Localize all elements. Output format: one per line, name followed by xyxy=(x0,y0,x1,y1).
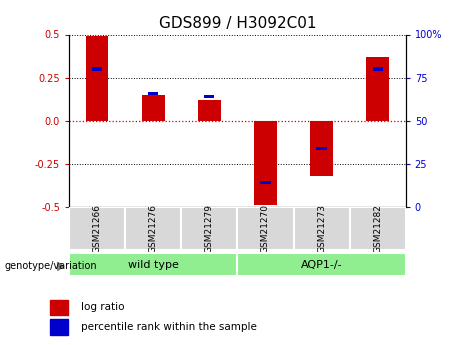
Bar xyxy=(260,181,271,184)
Bar xyxy=(237,207,294,250)
Bar xyxy=(198,100,220,121)
Text: GSM21270: GSM21270 xyxy=(261,204,270,253)
Bar xyxy=(366,57,389,121)
Bar xyxy=(92,68,102,71)
Bar xyxy=(86,36,108,121)
Polygon shape xyxy=(58,262,64,270)
Text: log ratio: log ratio xyxy=(81,303,125,313)
Bar xyxy=(50,299,68,315)
Bar xyxy=(181,207,237,250)
Text: GSM21282: GSM21282 xyxy=(373,204,382,253)
Text: GSM21279: GSM21279 xyxy=(205,204,214,253)
Bar xyxy=(125,207,181,250)
Bar xyxy=(317,147,326,150)
Bar xyxy=(310,121,333,176)
Text: GSM21273: GSM21273 xyxy=(317,204,326,253)
Bar xyxy=(254,121,277,205)
Bar xyxy=(142,95,165,121)
Bar xyxy=(204,95,214,98)
Text: GSM21266: GSM21266 xyxy=(93,204,102,253)
Bar xyxy=(50,319,68,335)
Text: wild type: wild type xyxy=(128,260,179,270)
Bar xyxy=(237,253,406,276)
Bar xyxy=(294,207,349,250)
Text: GSM21276: GSM21276 xyxy=(149,204,158,253)
Bar xyxy=(69,253,237,276)
Text: genotype/variation: genotype/variation xyxy=(5,262,97,271)
Title: GDS899 / H3092C01: GDS899 / H3092C01 xyxy=(159,16,316,31)
Bar xyxy=(372,68,383,71)
Bar xyxy=(69,207,125,250)
Bar xyxy=(148,91,158,95)
Text: percentile rank within the sample: percentile rank within the sample xyxy=(81,322,257,332)
Bar xyxy=(349,207,406,250)
Text: AQP1-/-: AQP1-/- xyxy=(301,260,343,270)
